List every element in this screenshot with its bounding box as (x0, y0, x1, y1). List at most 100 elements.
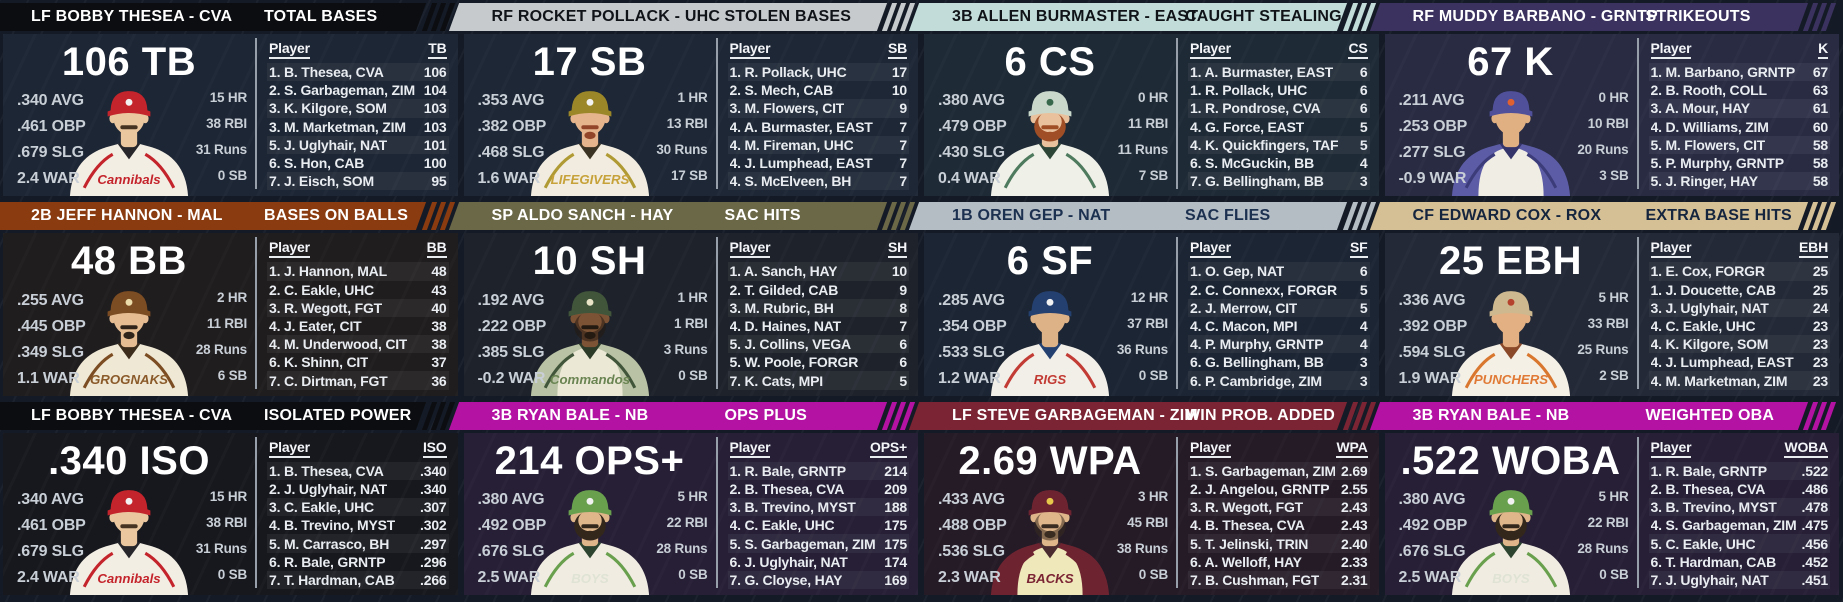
leaderboard-row[interactable]: 5. C. Eakle, UHC .456 (1648, 534, 1830, 553)
leaderboard-row[interactable]: 4. G. Force, EAST 5 (1188, 118, 1370, 136)
leaderboard-row[interactable]: 4. P. Murphy, GRNTP 4 (1188, 335, 1370, 354)
player-link[interactable]: 2. J. Uglyhair, NAT (269, 480, 388, 497)
leaderboard-row[interactable]: 2. C. Connexx, FORGR 5 (1188, 281, 1370, 299)
leaderboard-row[interactable]: 2. T. Gilded, CAB 9 (728, 281, 910, 299)
leaderboard-row[interactable]: 6. A. Welloff, HAY 2.33 (1188, 553, 1370, 571)
player-link[interactable]: 6. A. Welloff, HAY (1190, 553, 1302, 570)
leaderboard-row[interactable]: 1. R. Pollack, UHC 17 (727, 63, 909, 82)
player-link[interactable]: 7. J. Uglyhair, NAT (1650, 571, 1769, 588)
leaderboard-row[interactable]: 1. J. Hannon, MAL 48 (267, 262, 449, 281)
player-link[interactable]: 1. E. Cox, FORGR (1650, 263, 1765, 280)
leaderboard-row[interactable]: 2. J. Merrow, CIT 5 (1188, 298, 1370, 317)
leaderboard-row[interactable]: 1. A. Burmaster, EAST 6 (1188, 63, 1370, 82)
leaderboard-row[interactable]: 4. C. Eakle, UHC 23 (1649, 317, 1831, 335)
player-link[interactable]: 7. J. Eisch, SOM (269, 173, 374, 190)
player-link[interactable]: 4. D. Haines, NAT (729, 317, 841, 334)
player-link[interactable]: 4. B. Thesea, CVA (1190, 517, 1305, 534)
player-link[interactable]: 4. M. Underwood, CIT (269, 336, 408, 353)
leaderboard-row[interactable]: 1. S. Garbageman, ZIM 2.69 (1188, 461, 1370, 480)
player-link[interactable]: 6. T. Hardman, CAB (1650, 553, 1777, 570)
leaderboard-row[interactable]: 5. J. Uglyhair, NAT 101 (267, 135, 449, 154)
leaderboard-row[interactable]: 5. J. Ringer, HAY 58 (1648, 172, 1830, 191)
leaderboard-row[interactable]: 3. A. Mour, HAY 61 (1648, 99, 1830, 118)
player-link[interactable]: 3. R. Wegott, FGT (1190, 499, 1304, 516)
player-link[interactable]: 4. K. Kilgore, SOM (1650, 336, 1769, 353)
player-link[interactable]: 3. K. Kilgore, SOM (269, 100, 387, 117)
leaderboard-row[interactable]: 7. J. Eisch, SOM 95 (267, 172, 449, 191)
leaderboard-row[interactable]: 1. A. Sanch, HAY 10 (727, 262, 909, 281)
leaderboard-row[interactable]: 1. O. Gep, NAT 6 (1188, 262, 1370, 281)
leaderboard-row[interactable]: 4. S. McElveen, BH 7 (727, 172, 909, 191)
player-link[interactable]: 4. B. Trevino, MYST (269, 517, 396, 534)
player-link[interactable]: 1. R. Pollack, UHC (729, 64, 847, 81)
leaderboard-row[interactable]: 1. R. Bale, GRNTP .522 (1648, 461, 1830, 480)
leaderboard-row[interactable]: 5. J. Collins, VEGA 6 (727, 335, 909, 354)
leaderboard-row[interactable]: 6. R. Bale, GRNTP .296 (267, 553, 449, 571)
leaderboard-row[interactable]: 4. M. Fireman, UHC 7 (727, 135, 909, 154)
player-link[interactable]: 1. A. Sanch, HAY (729, 263, 838, 280)
player-link[interactable]: 4. S. McElveen, BH (729, 173, 852, 190)
player-link[interactable]: 5. T. Jelinski, TRIN (1190, 535, 1309, 552)
leaderboard-row[interactable]: 3. M. Marketman, ZIM 103 (267, 118, 449, 136)
leaderboard-row[interactable]: 5. P. Murphy, GRNTP 58 (1649, 154, 1831, 172)
player-link[interactable]: 1. B. Thesea, CVA (269, 462, 384, 479)
player-link[interactable]: 2. B. Rooth, COLL (1650, 82, 1767, 99)
player-link[interactable]: 6. G. Bellingham, BB (1190, 354, 1324, 371)
leaderboard-row[interactable]: 7. C. Dirtman, FGT 36 (267, 371, 449, 390)
leaderboard-row[interactable]: 1. M. Barbano, GRNTP 67 (1648, 63, 1830, 82)
player-link[interactable]: 4. C. Eakle, UHC (1650, 317, 1756, 334)
leaderboard-row[interactable]: 3. C. Eakle, UHC .307 (267, 498, 449, 517)
leaderboard-row[interactable]: 6. K. Shinn, CIT 37 (267, 353, 449, 371)
leaderboard-row[interactable]: 1. B. Thesea, CVA .340 (267, 461, 449, 480)
player-link[interactable]: 3. B. Trevino, MYST (1650, 499, 1777, 516)
player-link[interactable]: 1. R. Pondrose, CVA (1190, 100, 1321, 117)
leaderboard-row[interactable]: 3. M. Rubric, BH 8 (727, 298, 909, 317)
leaderboard-row[interactable]: 6. T. Hardman, CAB .452 (1649, 553, 1831, 571)
leaderboard-row[interactable]: 6. J. Uglyhair, NAT 174 (728, 553, 910, 571)
leaderboard-row[interactable]: 1. B. Thesea, CVA 106 (267, 63, 449, 82)
player-link[interactable]: 5. C. Eakle, UHC (1650, 535, 1756, 552)
player-link[interactable]: 2. B. Thesea, CVA (1650, 480, 1766, 497)
player-link[interactable]: 6. K. Shinn, CIT (269, 354, 369, 371)
leaderboard-row[interactable]: 5. T. Jelinski, TRIN 2.40 (1188, 534, 1370, 553)
player-link[interactable]: 4. M. Fireman, UHC (729, 136, 854, 153)
player-link[interactable]: 2. S. Garbageman, ZIM (269, 82, 415, 99)
player-link[interactable]: 1. S. Garbageman, ZIM (1190, 462, 1336, 479)
leaderboard-row[interactable]: 5. W. Poole, FORGR 6 (728, 353, 910, 371)
player-link[interactable]: 1. J. Doucette, CAB (1650, 281, 1776, 298)
player-link[interactable]: 3. M. Flowers, CIT (729, 100, 845, 117)
player-link[interactable]: 7. G. Bellingham, BB (1190, 173, 1324, 190)
leaderboard-row[interactable]: 6. S. McGuckin, BB 4 (1188, 154, 1370, 172)
player-link[interactable]: 5. M. Carrasco, BH (269, 535, 390, 552)
player-link[interactable]: 3. M. Marketman, ZIM (269, 118, 406, 135)
leaderboard-row[interactable]: 4. C. Macon, MPI 4 (1188, 317, 1370, 335)
leaderboard-row[interactable]: 4. J. Eater, CIT 38 (267, 317, 449, 335)
player-link[interactable]: 4. K. Quickfingers, TAF (1190, 136, 1339, 153)
player-link[interactable]: 5. J. Ringer, HAY (1650, 173, 1758, 190)
leaderboard-row[interactable]: 4. S. Garbageman, ZIM .475 (1649, 516, 1831, 534)
player-link[interactable]: 4. A. Burmaster, EAST (729, 118, 873, 135)
player-link[interactable]: 5. M. Flowers, CIT (1650, 136, 1766, 153)
player-link[interactable]: 6. J. Uglyhair, NAT (729, 553, 848, 570)
leaderboard-row[interactable]: 3. R. Wegott, FGT 2.43 (1188, 498, 1370, 517)
player-link[interactable]: 7. G. Cloyse, HAY (729, 571, 843, 588)
leaderboard-row[interactable]: 4. A. Burmaster, EAST 7 (728, 118, 910, 136)
leaderboard-row[interactable]: 4. D. Williams, ZIM 60 (1649, 118, 1831, 136)
player-link[interactable]: 3. R. Wegott, FGT (269, 299, 383, 316)
leaderboard-row[interactable]: 3. K. Kilgore, SOM 103 (267, 99, 449, 118)
leaderboard-row[interactable]: 4. B. Trevino, MYST .302 (267, 516, 449, 534)
player-link[interactable]: 3. J. Uglyhair, NAT (1650, 299, 1769, 316)
player-link[interactable]: 7. K. Cats, MPI (729, 372, 823, 389)
player-link[interactable]: 7. B. Cushman, FGT (1190, 571, 1320, 588)
player-link[interactable]: 2. C. Eakle, UHC (269, 281, 374, 298)
player-link[interactable]: 4. P. Murphy, GRNTP (1190, 336, 1324, 353)
leaderboard-row[interactable]: 4. J. Lumphead, EAST 23 (1649, 353, 1831, 371)
leaderboard-row[interactable]: 2. B. Rooth, COLL 63 (1649, 81, 1831, 99)
player-link[interactable]: 4. J. Eater, CIT (269, 317, 362, 334)
player-link[interactable]: 3. B. Trevino, MYST (729, 499, 856, 516)
player-link[interactable]: 5. P. Murphy, GRNTP (1650, 155, 1784, 172)
leaderboard-row[interactable]: 2. J. Uglyhair, NAT .340 (267, 480, 449, 498)
leaderboard-row[interactable]: 5. S. Garbageman, ZIM 175 (727, 534, 909, 553)
leaderboard-row[interactable]: 3. B. Trevino, MYST .478 (1648, 498, 1830, 517)
player-link[interactable]: 2. B. Thesea, CVA (729, 480, 845, 497)
